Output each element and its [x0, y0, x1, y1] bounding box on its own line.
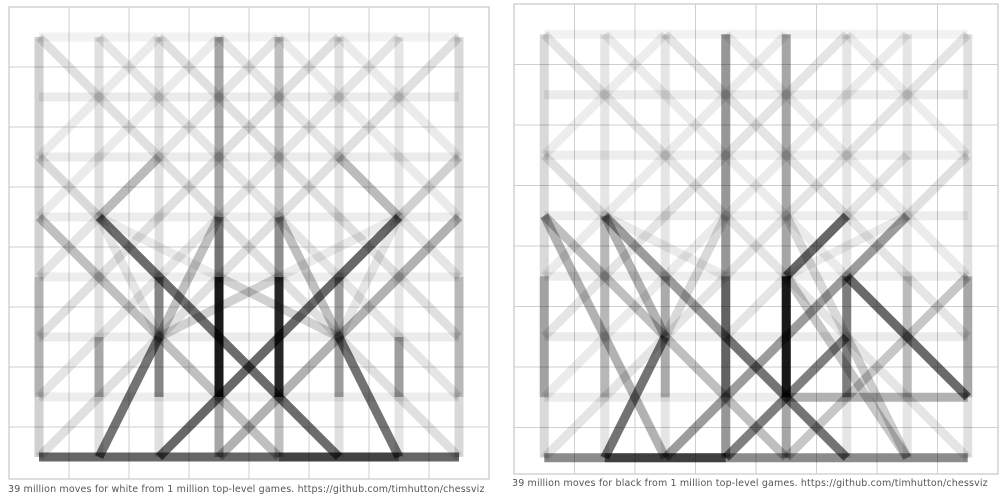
- move-edge-b1-c3: [94, 334, 164, 460]
- move-edge-c1-h6: [155, 153, 463, 461]
- move-edge-f4-h2: [843, 273, 971, 401]
- move-edge-f3-e5: [274, 214, 344, 340]
- move-edge-b5-c6: [95, 153, 163, 221]
- move-edge-f3-e5: [782, 213, 851, 339]
- black-moves-caption: 39 million moves for black from 1 millio…: [512, 478, 988, 489]
- move-edge-a1-h8: [35, 33, 463, 461]
- move-edge-c3-b5: [600, 213, 670, 339]
- move-edge-a3-f8: [541, 31, 850, 340]
- move-edge-c1-h6: [662, 152, 971, 461]
- move-edge-c1-a5: [540, 213, 670, 460]
- white-moves-chart: [8, 6, 490, 480]
- move-edge-c3-e4: [156, 272, 282, 342]
- move-edge-a5-d8: [35, 33, 223, 221]
- move-edge-a1-h8: [541, 31, 971, 461]
- move-edge-h2-b8: [601, 31, 971, 401]
- move-edge-e1-a5: [541, 212, 790, 461]
- white-moves-caption: 39 million moves for white from 1 millio…: [8, 484, 485, 495]
- move-edge-e4-f5: [783, 212, 850, 280]
- move-edge-d4-b5: [602, 211, 728, 281]
- move-edge-e1-a5: [35, 213, 283, 461]
- move-edge-h2-b8: [95, 33, 463, 401]
- move-edge-f1-b5: [601, 212, 850, 461]
- move-edge-g1-e4: [782, 273, 911, 461]
- move-edge-h6-f8: [335, 33, 463, 161]
- move-edge-f3-d4: [216, 272, 342, 342]
- move-edge-h3-c8: [662, 31, 971, 340]
- move-edge-f1-a6: [541, 152, 850, 461]
- move-edge-a2-g8: [35, 33, 403, 401]
- move-edge-c3-b5: [94, 214, 164, 340]
- move-edge-d3-g6: [722, 152, 911, 340]
- move-edge-d1-h5: [215, 213, 463, 461]
- move-edge-e1-h4: [783, 273, 971, 461]
- move-edge-h4-d8: [215, 33, 463, 281]
- move-edge-h6-f8: [843, 31, 971, 159]
- move-edge-a6-c8: [35, 33, 163, 161]
- move-edge-f3-g5: [334, 214, 404, 340]
- move-edge-a2-g8: [541, 31, 911, 401]
- move-edge-a4-e8: [35, 33, 283, 281]
- move-edge-g1-f3: [334, 334, 404, 460]
- move-edge-h4-d8: [722, 31, 971, 280]
- move-edge-b1-c3: [600, 334, 670, 460]
- move-edge-h1-a8: [541, 31, 971, 461]
- move-edges: [34, 32, 464, 462]
- move-edge-a4-e8: [541, 31, 790, 280]
- move-edge-f1-a6: [35, 153, 343, 461]
- move-edge-d4-b5: [96, 212, 222, 282]
- move-edge-a6-c8: [541, 31, 669, 159]
- move-edge-c3-d5: [661, 213, 730, 339]
- black-moves-panel: 39 million moves for black from 1 millio…: [505, 0, 1008, 498]
- move-edge-a3-f8: [35, 33, 343, 341]
- move-edge-g1-f3: [842, 334, 912, 460]
- move-edge-h5-e8: [275, 33, 463, 221]
- move-edge-e4-g5: [276, 212, 402, 282]
- black-moves-chart: [513, 3, 999, 475]
- move-edge-c3-d5: [154, 214, 224, 340]
- move-edge-h1-a8: [35, 33, 463, 461]
- white-moves-panel: 39 million moves for white from 1 millio…: [0, 0, 500, 498]
- move-edges: [539, 29, 973, 463]
- move-edge-e4-g5: [784, 211, 910, 281]
- move-edge-h3-c8: [155, 33, 463, 341]
- move-edge-g5-f6: [335, 153, 403, 221]
